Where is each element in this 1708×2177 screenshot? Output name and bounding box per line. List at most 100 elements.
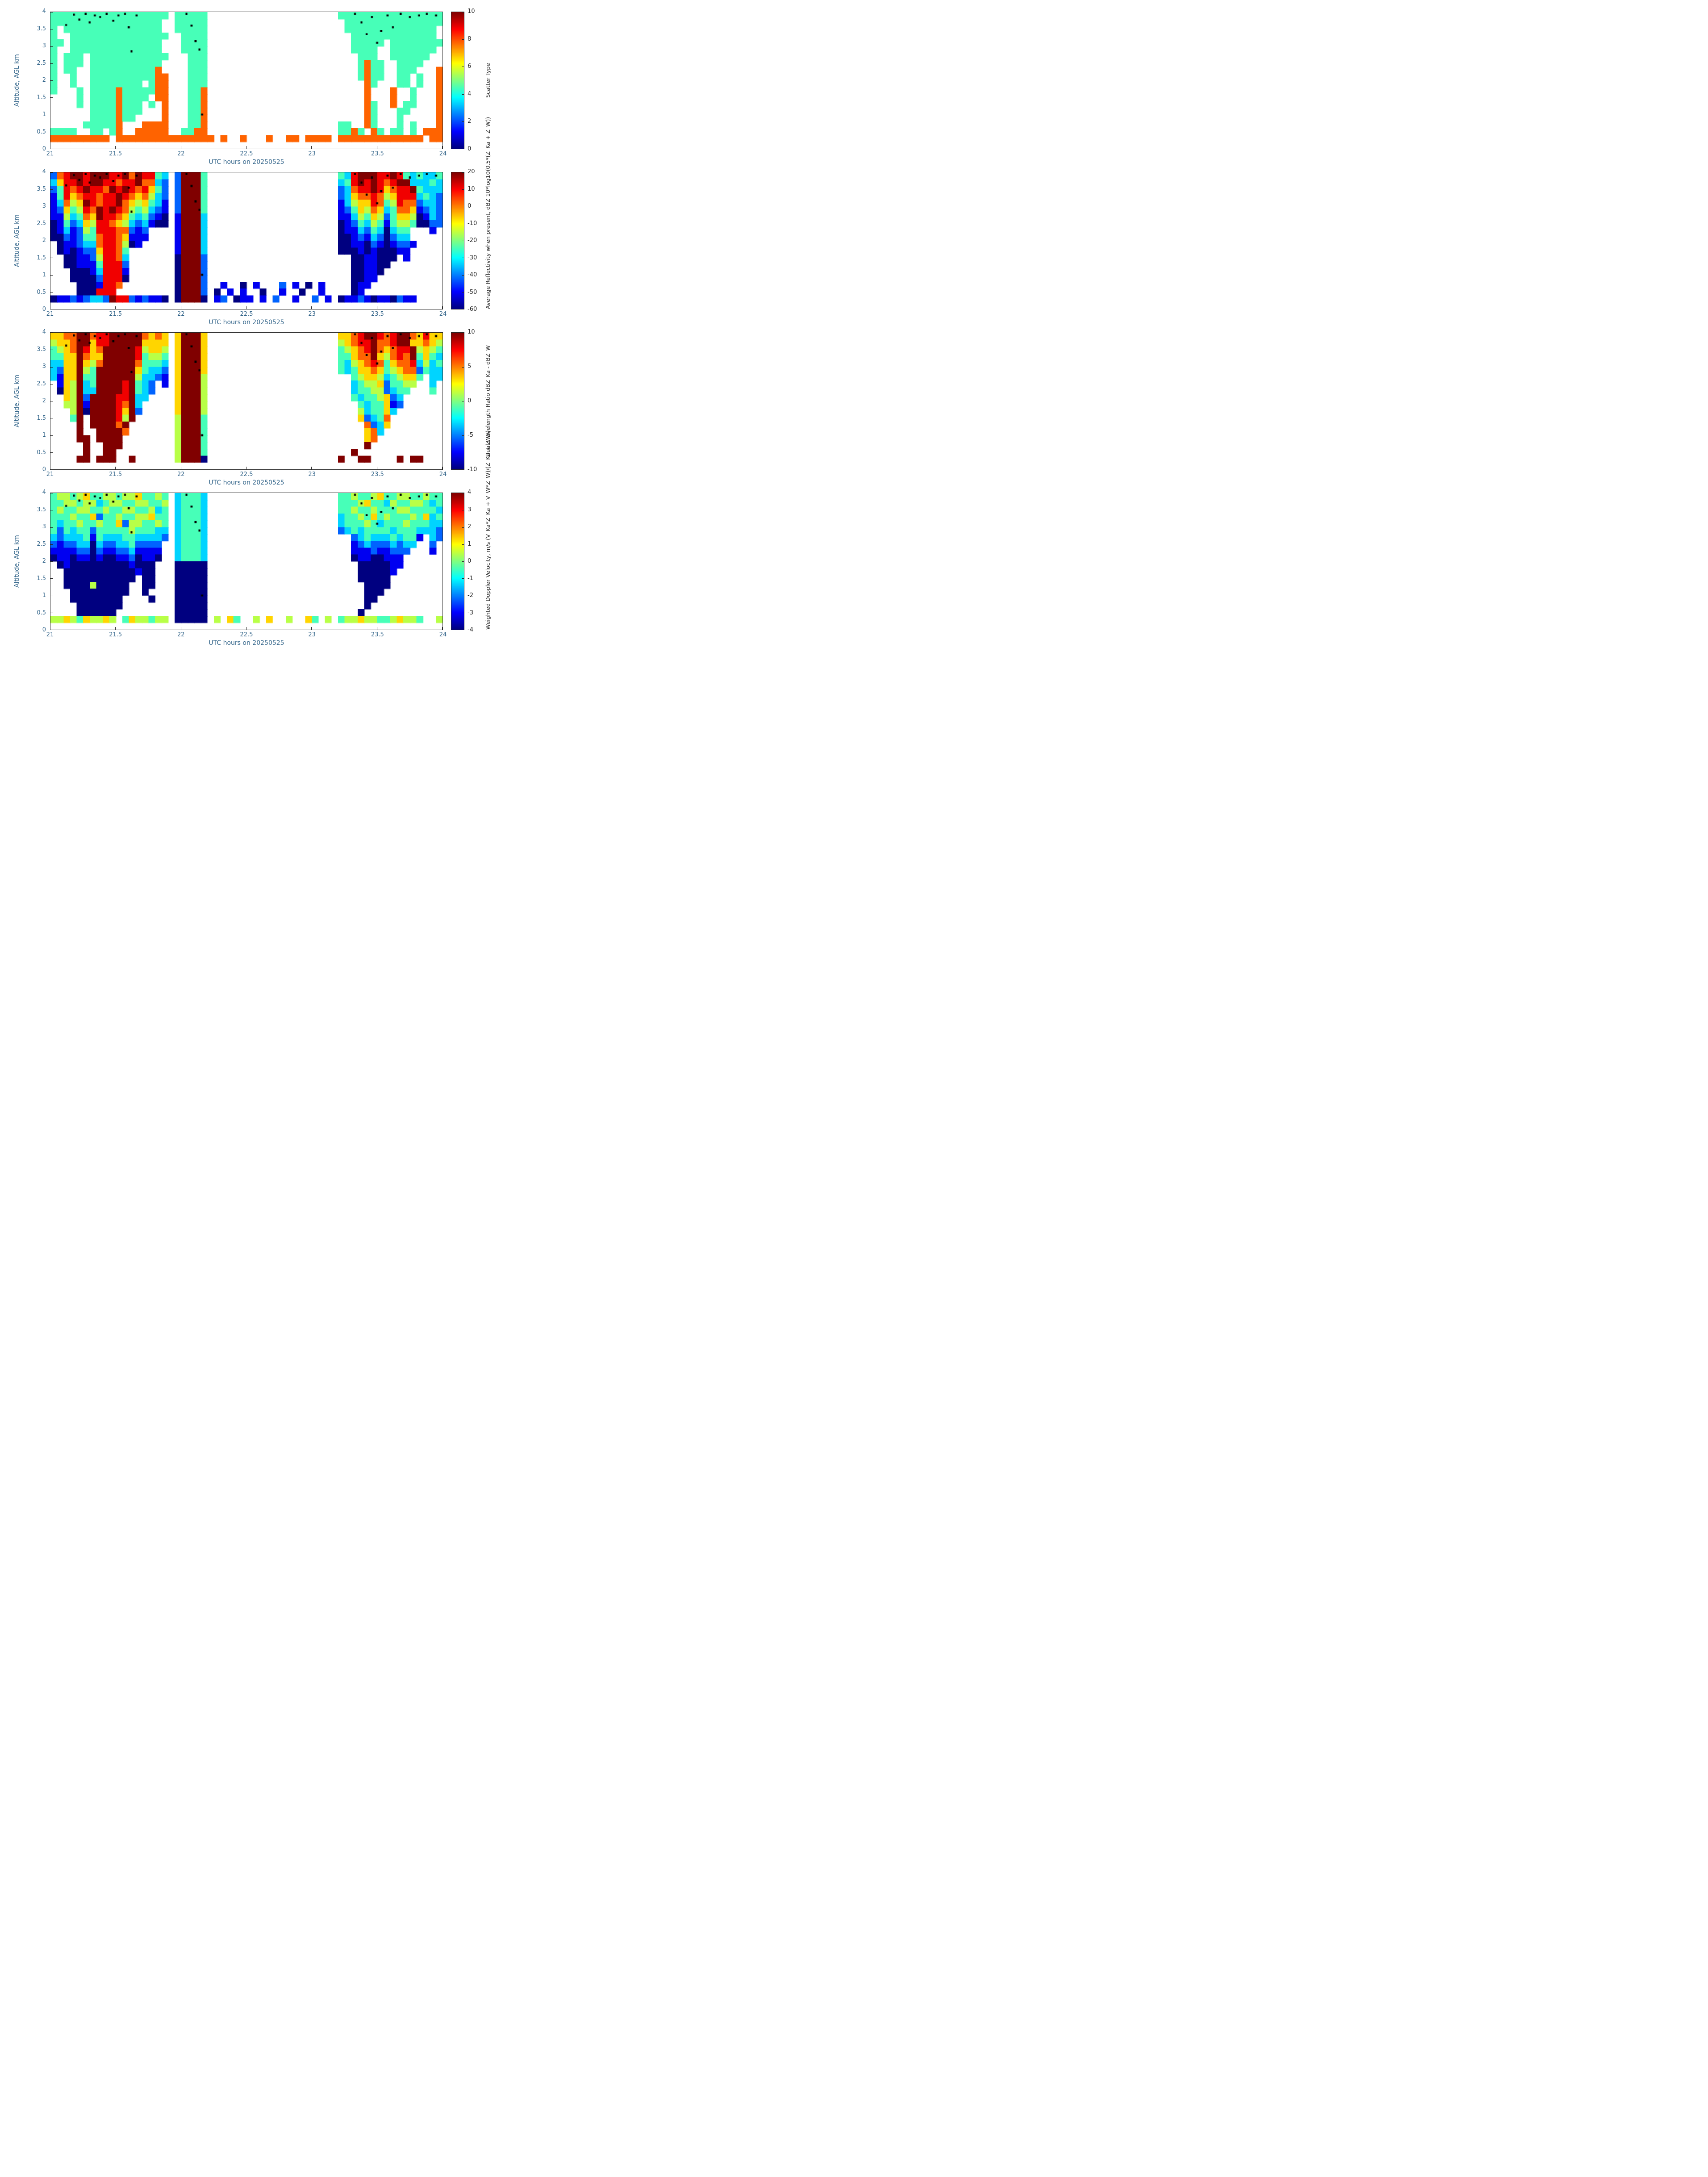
y-tick-label: 0.5 — [37, 449, 46, 456]
colorbar-tick-mark — [462, 469, 464, 470]
spacer — [443, 12, 451, 149]
colorbar-tick-mark — [462, 12, 464, 13]
colorbar — [451, 332, 464, 470]
x-tick-mark — [442, 627, 443, 630]
y-tick-mark — [50, 189, 53, 190]
y-tick-label: 4 — [42, 8, 46, 15]
y-tick-label: 0.5 — [37, 288, 46, 296]
colorbar-tick-label: 4 — [468, 489, 472, 496]
y-tick-label: 2 — [42, 77, 46, 84]
colorbar-tick-label: -10 — [468, 466, 477, 473]
x-tick-label: 21.5 — [109, 631, 122, 638]
colorbar — [451, 493, 464, 630]
x-tick-mark — [442, 146, 443, 149]
x-tick-label: 23 — [308, 471, 316, 478]
x-tick-label: 21.5 — [109, 471, 122, 478]
colorbar-tick-label: -50 — [468, 288, 477, 296]
y-tick-label: 4 — [42, 489, 46, 496]
y-tick-mark — [50, 561, 53, 562]
y-tick-mark — [50, 12, 53, 13]
heatmap-canvas — [50, 333, 443, 469]
y-tick-label: 3.5 — [37, 346, 46, 353]
colorbar-tick-label: 6 — [468, 63, 472, 70]
y-axis-label: Altitude, AGL km — [12, 12, 25, 149]
x-axis-ticks: 21 21.5 22 22.5 23 23.5 24 — [46, 470, 447, 479]
colorbar-tick-label: 10 — [468, 185, 475, 192]
colorbar-tick-mark — [462, 527, 464, 528]
colorbar-tick-label: 4 — [468, 90, 472, 97]
x-tick-label: 21 — [46, 631, 54, 638]
x-tick-label: 24 — [439, 471, 447, 478]
colorbar-tick-label: 0 — [468, 146, 472, 152]
x-tick-mark — [115, 306, 116, 309]
colorbar-tick-label: 8 — [468, 35, 472, 42]
y-tick-label: 4 — [42, 329, 46, 335]
colorbar — [451, 12, 464, 149]
y-tick-mark — [50, 80, 53, 81]
x-tick-label: 23 — [308, 311, 316, 318]
x-tick-label: 22.5 — [240, 471, 253, 478]
colorbar-tick-mark — [462, 94, 464, 95]
colorbar-tick-label: -10 — [468, 220, 477, 227]
y-tick-mark — [50, 63, 53, 64]
x-tick-label: 23.5 — [371, 150, 384, 157]
y-tick-label: 1 — [42, 432, 46, 439]
x-tick-label: 21.5 — [109, 150, 122, 157]
x-tick-label: 23.5 — [371, 631, 384, 638]
colorbar-tick-mark — [462, 578, 464, 579]
colorbar-label-text: Weighted Doppler Velocity, m/s (V_Ka*Z_K… — [484, 430, 493, 630]
x-tick-label: 21.5 — [109, 311, 122, 318]
colorbar-tick-mark — [462, 189, 464, 190]
colorbar-tick-label: 0 — [468, 397, 472, 404]
x-axis-ticks: 21 21.5 22 22.5 23 23.5 24 — [46, 149, 447, 158]
x-axis-ticks: 21 21.5 22 22.5 23 23.5 24 — [46, 309, 447, 318]
y-tick-label: 0 — [42, 627, 46, 633]
y-tick-label: 1.5 — [37, 94, 46, 101]
colorbar-label: Weighted Doppler Velocity, m/s (V_Ka*Z_K… — [484, 430, 510, 630]
x-tick-label: 24 — [439, 150, 447, 157]
y-axis-label: Altitude, AGL km — [12, 332, 25, 470]
colorbar-label-line2: (V_Ka*Z_Ka + V_W*Z_W)/(Z_Ka + Z_W) — [484, 430, 491, 540]
x-tick-label: 22.5 — [240, 311, 253, 318]
heatmap-plot — [50, 172, 443, 309]
y-tick-label: 3.5 — [37, 506, 46, 513]
colorbar-tick-label: -5 — [468, 432, 473, 439]
y-tick-label: 0 — [42, 306, 46, 313]
colorbar-tick-mark — [462, 172, 464, 173]
y-tick-label: 2 — [42, 237, 46, 244]
y-tick-label: 1 — [42, 111, 46, 118]
colorbar-tick-label: 10 — [468, 8, 475, 15]
panel-reflectivity: Altitude, AGL km 0 0.5 1 1.5 2 2.5 3 3.5 4 -60 -5… — [12, 117, 525, 326]
y-tick-label: 3.5 — [37, 25, 46, 32]
colorbar — [451, 172, 464, 309]
y-axis-ticks: 0 0.5 1 1.5 2 2.5 3 3.5 4 — [25, 8, 50, 152]
x-tick-label: 24 — [439, 311, 447, 318]
y-tick-label: 0.5 — [37, 609, 46, 616]
spacer — [443, 332, 451, 470]
y-axis-label-text: Altitude, AGL km — [13, 54, 21, 107]
heatmap-canvas — [50, 493, 443, 630]
colorbar-tick-label: -3 — [468, 609, 473, 616]
colorbar-ticks: -60 -50 -40 -30 -20 -10 0 10 20 — [464, 168, 484, 313]
spacer — [443, 493, 451, 630]
x-axis-label: UTC hours on 20250525 — [209, 159, 284, 166]
colorbar-tick-label: 5 — [468, 363, 472, 370]
y-tick-mark — [50, 435, 53, 436]
y-tick-mark — [50, 452, 53, 453]
colorbar-ticks: -10 -5 0 5 10 — [464, 329, 484, 473]
x-tick-label: 24 — [439, 631, 447, 638]
y-tick-label: 0.5 — [37, 128, 46, 135]
y-tick-mark — [50, 544, 53, 545]
panel-dual-wavelength-ratio: Altitude, AGL km 0 0.5 1 1.5 2 2.5 3 3.5 4 -10 -5… — [12, 329, 525, 486]
y-tick-label: 0 — [42, 466, 46, 473]
y-tick-label: 3 — [42, 363, 46, 370]
x-tick-mark — [115, 627, 116, 630]
colorbar-canvas — [451, 12, 464, 149]
y-axis-label-text: Altitude, AGL km — [13, 375, 21, 427]
y-tick-label: 4 — [42, 168, 46, 175]
y-tick-label: 3 — [42, 203, 46, 209]
x-tick-label: 21 — [46, 311, 54, 318]
y-tick-label: 2.5 — [37, 380, 46, 387]
x-tick-label: 22.5 — [240, 150, 253, 157]
x-tick-mark — [442, 467, 443, 469]
